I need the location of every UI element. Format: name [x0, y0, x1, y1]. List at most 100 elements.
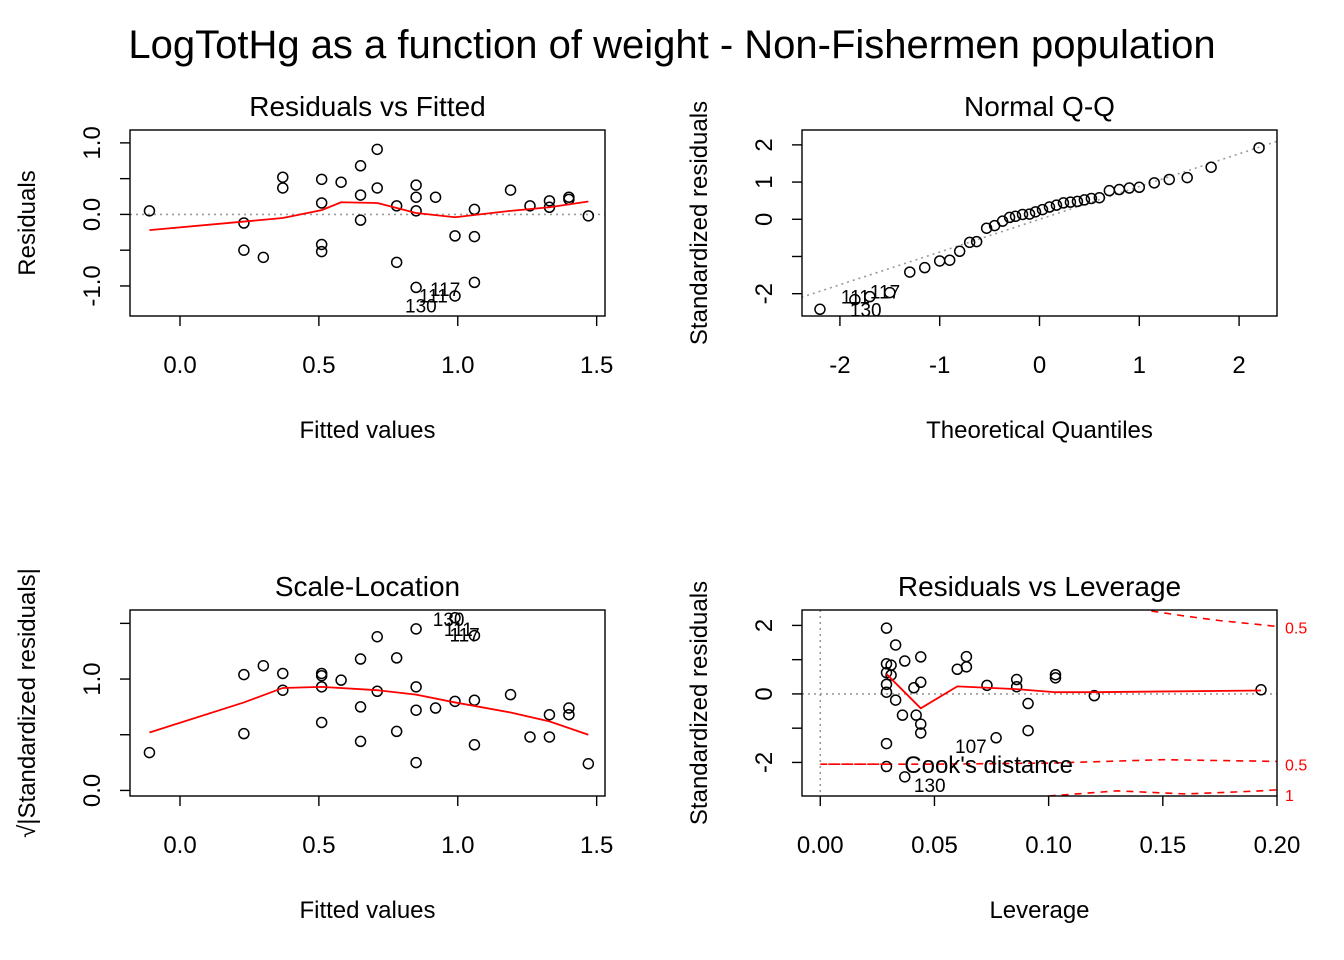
residuals-vs-fitted-title: Residuals vs Fitted [249, 91, 486, 122]
residuals-vs-fitted-point [504, 184, 517, 196]
residuals-vs-leverage-point [960, 661, 973, 673]
residuals-vs-leverage-point [880, 686, 893, 698]
normal-qq-point [864, 290, 876, 303]
scale-location-ytick-label: 0.0 [79, 774, 106, 807]
residuals-vs-fitted-point [238, 244, 250, 256]
panel-residuals-vs-leverage: Residuals vs Leverage Leverage Standardize… [686, 571, 1307, 924]
scale-location-point [335, 674, 347, 686]
residuals-vs-leverage-point [880, 737, 893, 750]
scale-location-point [449, 612, 461, 624]
residuals-vs-leverage-point-label: 107 [955, 737, 987, 758]
residuals-vs-leverage-legend-text: Cook's distance [904, 752, 1073, 779]
normal-qq-ytick-label: -2 [751, 283, 778, 304]
normal-qq-point [953, 245, 966, 258]
residuals-vs-leverage-point [1022, 724, 1034, 737]
residuals-vs-fitted-point-label: 117 [430, 280, 460, 301]
scale-location-point [257, 659, 270, 672]
normal-qq-point [1205, 161, 1217, 173]
residuals-vs-leverage-point [915, 651, 927, 663]
residuals-vs-leverage-point [915, 676, 927, 689]
scale-location-point [410, 704, 422, 716]
scale-location-point-label: 111 [444, 620, 473, 641]
normal-qq-title: Normal Q-Q [964, 91, 1115, 122]
normal-qq-point [814, 303, 826, 316]
residuals-vs-fitted-point [468, 230, 481, 243]
normal-qq-xtick-label: 0 [1033, 352, 1046, 379]
panel-residuals-vs-fitted: Residuals vs Fitted Fitted values Residual… [14, 91, 613, 444]
residuals-vs-leverage-point [981, 679, 993, 692]
residuals-vs-leverage-cook-curve [820, 758, 1277, 765]
normal-qq-point [1181, 171, 1193, 184]
scale-location-ytick-label: 1.0 [79, 662, 106, 695]
scale-location-point [468, 629, 481, 642]
residuals-vs-fitted-plot-area [130, 143, 605, 302]
residuals-vs-fitted-point [371, 143, 383, 156]
residuals-vs-fitted-point [143, 205, 156, 217]
residuals-vs-leverage-point [880, 658, 893, 670]
residuals-vs-leverage-xtick-label: 0.20 [1254, 832, 1301, 859]
normal-qq-point [1113, 183, 1126, 196]
normal-qq-point [980, 222, 993, 234]
residuals-vs-fitted-point [315, 197, 328, 209]
residuals-vs-leverage-point [1010, 673, 1023, 686]
normal-qq-ytick-label: 0 [751, 213, 778, 226]
residuals-vs-fitted-point [238, 217, 250, 229]
residuals-vs-fitted-point-label: 130 [405, 296, 437, 317]
residuals-vs-leverage-xtick-label: 0.05 [911, 832, 958, 859]
residuals-vs-fitted-point [410, 205, 422, 217]
residuals-vs-fitted-point [315, 245, 328, 258]
normal-qq-ylabel: Standardized residuals [686, 101, 713, 345]
normal-qq-point [933, 255, 946, 267]
scale-location-point [390, 725, 403, 738]
normal-qq-point [884, 286, 896, 299]
residuals-vs-fitted-point [277, 182, 289, 194]
residuals-vs-fitted-point [257, 251, 270, 264]
residuals-vs-fitted-point [410, 179, 422, 191]
residuals-vs-leverage-ylabel: Standardized residuals [686, 581, 713, 825]
scale-location-point [410, 756, 422, 769]
residuals-vs-fitted-ytick-label: 0.0 [79, 198, 106, 231]
scale-location-point [468, 739, 481, 751]
normal-qq-point-label: 117 [870, 282, 900, 303]
residuals-vs-fitted-point-label: 111 [419, 286, 448, 307]
residuals-vs-fitted-ytick-label: -1.0 [79, 265, 106, 306]
scale-location-point [238, 668, 250, 681]
scale-location-point [143, 746, 156, 759]
scale-location-smooth-line [149, 685, 589, 736]
normal-qq-xtick-label: -2 [829, 352, 850, 379]
scale-location-point [524, 731, 536, 743]
scale-location-point [410, 623, 422, 635]
normal-qq-point [1085, 192, 1098, 205]
residuals-vs-fitted-xtick-label: 1.0 [441, 352, 474, 379]
residuals-vs-leverage-ytick-label: 0 [751, 687, 778, 700]
normal-qq-point [1093, 191, 1106, 204]
normal-qq-point [963, 236, 976, 249]
normal-qq-point [1103, 184, 1116, 197]
residuals-vs-leverage-cook-label: 0.5 [1285, 757, 1307, 774]
residuals-vs-leverage-title: Residuals vs Leverage [898, 571, 1181, 602]
scale-location-point [563, 702, 575, 714]
residuals-vs-leverage-point [1049, 668, 1062, 681]
scale-location-title: Scale-Location [275, 571, 460, 602]
residuals-vs-fitted-point [410, 281, 422, 294]
residuals-vs-fitted-smooth-line [149, 200, 589, 232]
scale-location-xtick-label: 0.0 [163, 832, 196, 859]
residuals-vs-leverage-point [1088, 689, 1101, 702]
normal-qq-xtick-label: 2 [1232, 352, 1245, 379]
residuals-vs-leverage-point [889, 694, 902, 706]
normal-qq-xtick-label: -1 [929, 352, 950, 379]
residuals-vs-leverage-point [896, 709, 909, 721]
scale-location-point [354, 701, 367, 713]
residuals-vs-leverage-cook-curve [1048, 789, 1277, 796]
normal-qq-point [1163, 173, 1175, 186]
scale-location-point [543, 708, 556, 721]
residuals-vs-leverage-ytick-label: 2 [751, 619, 778, 632]
residuals-vs-leverage-xlabel: Leverage [989, 897, 1089, 924]
scale-location-xtick-label: 0.5 [302, 832, 335, 859]
scale-location-point [390, 652, 403, 664]
residuals-vs-leverage-point [910, 709, 922, 721]
residuals-vs-fitted-xtick-label: 1.5 [580, 352, 613, 379]
normal-qq-ytick-label: 2 [751, 138, 778, 151]
scale-location-point [371, 630, 383, 643]
